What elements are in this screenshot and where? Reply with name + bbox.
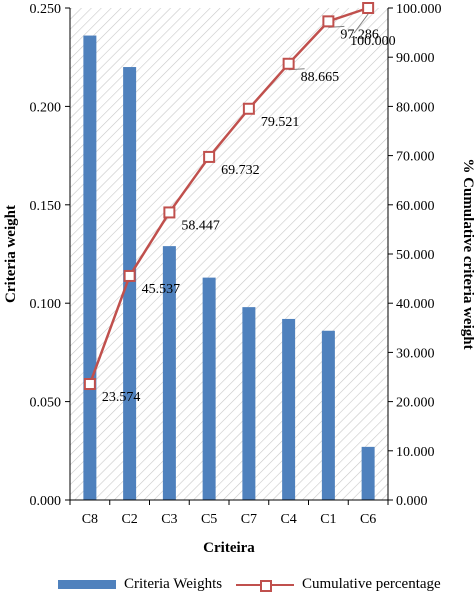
- y2-tick-label: 30.000: [396, 346, 435, 361]
- cumulative-marker-c1: [322, 15, 335, 28]
- cumulative-marker-c5: [203, 150, 216, 163]
- plot-area: [70, 8, 388, 500]
- bar-c3: [162, 246, 176, 500]
- x-axis-title: Criteira: [203, 540, 255, 556]
- y-axis-title: Criteria weight: [3, 205, 19, 303]
- cumulative-marker-c6: [362, 2, 375, 14]
- data-label-c2: 45.537: [142, 282, 181, 297]
- x-tick-label-c3: C3: [161, 512, 177, 527]
- y2-tick-label: 60.000: [396, 199, 435, 214]
- y2-axis-title: % Cumulative criteria weight: [460, 158, 474, 349]
- bar-c6: [361, 446, 375, 500]
- legend: Criteria Weights Cumulative percentage: [0, 576, 474, 602]
- y2-tick-label: 40.000: [396, 297, 435, 312]
- x-tick-label-c1: C1: [320, 512, 336, 527]
- legend-label: Cumulative percentage: [302, 576, 441, 592]
- y-tick-label: 0.100: [30, 297, 62, 312]
- legend-label: Criteria Weights: [124, 576, 223, 592]
- bar-c7: [242, 307, 256, 500]
- data-label-c8: 23.574: [102, 390, 141, 405]
- y2-tick-label: 100.000: [396, 2, 442, 17]
- pareto-chart: 23.574 45.537 58.447 69.732 79.521 88.665 97.2…: [3, 2, 474, 556]
- legend-item-cumulative-percentage: Cumulative percentage: [236, 576, 441, 593]
- y2-tick-label: 10.000: [396, 445, 435, 460]
- y-tick-label: 0.250: [30, 2, 62, 17]
- bar-c1: [321, 330, 335, 500]
- data-label-c4: 88.665: [301, 70, 340, 85]
- y2-tick-label: 20.000: [396, 396, 435, 411]
- y2-tick-label: 70.000: [396, 150, 435, 165]
- data-label-c5: 69.732: [221, 163, 260, 178]
- cumulative-marker-c4: [282, 57, 295, 70]
- y-tick-label: 0.000: [30, 494, 62, 509]
- x-tick-label-c5: C5: [201, 512, 217, 527]
- legend-item-criteria-weights: Criteria Weights: [58, 576, 222, 593]
- bar-c8: [83, 35, 97, 500]
- x-tick-label-c8: C8: [82, 512, 98, 527]
- data-label-c6: 100.000: [350, 34, 396, 49]
- x-tick-label-c6: C6: [360, 512, 376, 527]
- legend-bar-swatch: [58, 580, 116, 589]
- y-tick-label: 0.050: [30, 396, 62, 411]
- bar-c2: [123, 67, 137, 500]
- y-tick-label: 0.200: [30, 100, 62, 115]
- y2-tick-label: 90.000: [396, 51, 435, 66]
- x-tick-label-c7: C7: [241, 512, 257, 527]
- data-label-c1: 97.286: [340, 27, 379, 42]
- cumulative-marker-c8: [83, 378, 96, 391]
- x-tick-label-c4: C4: [280, 512, 296, 527]
- x-tick-label-c2: C2: [121, 512, 137, 527]
- y2-tick-label: 0.000: [396, 494, 428, 509]
- y2-tick-label: 50.000: [396, 248, 435, 263]
- bar-c4: [282, 318, 296, 500]
- cumulative-line: [88, 6, 369, 385]
- bar-c5: [202, 277, 216, 500]
- y2-tick-label: 80.000: [396, 100, 435, 115]
- cumulative-marker-c3: [163, 206, 176, 219]
- cumulative-marker-c7: [242, 102, 255, 115]
- cumulative-marker-c2: [123, 269, 136, 282]
- data-label-c3: 58.447: [181, 218, 220, 233]
- legend-line-swatch: [236, 579, 294, 592]
- data-label-leader: [353, 13, 369, 34]
- data-label-c7: 79.521: [261, 115, 300, 130]
- y-tick-label: 0.150: [30, 199, 62, 214]
